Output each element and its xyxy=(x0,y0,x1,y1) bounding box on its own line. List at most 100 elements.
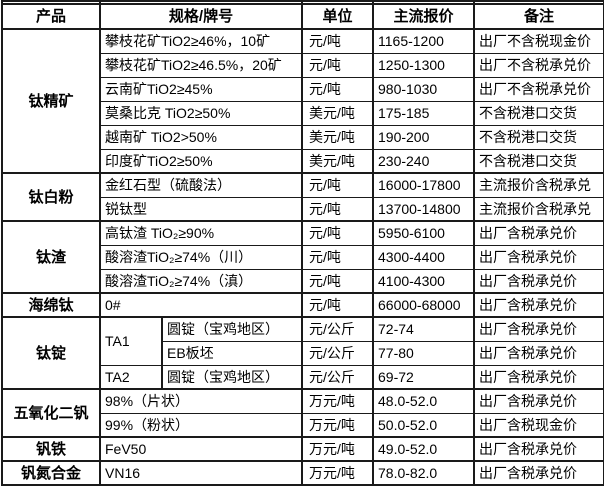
column-header-spec: 规格/牌号 xyxy=(99,3,303,30)
table-row: 钒氮合金 VN16 万元/吨 78.0-82.0 出厂含税承兑价 xyxy=(1,460,604,486)
unit-cell: 美元/吨 xyxy=(301,148,374,174)
note-cell: 出厂含税承兑价 xyxy=(473,436,604,462)
unit-cell: 美元/吨 xyxy=(301,100,374,126)
product-cell: 钒铁 xyxy=(1,436,101,462)
table-row: 越南矿 TiO2>50% 美元/吨 190-200 不含税港口交货 xyxy=(2,124,604,150)
note-cell: 主流报价含税承兑 xyxy=(473,196,604,222)
table-row: 云南矿TiO2≥45% 元/吨 980-1030 出厂不含税承兑价 xyxy=(2,76,604,102)
spec-cell: 酸溶渣TiO₂≥74%（川） xyxy=(99,244,303,270)
spec-cell: 圆锭（宝鸡地区） xyxy=(161,316,303,342)
spec-cell: 高钛渣 TiO₂≥90% xyxy=(99,220,303,246)
note-cell: 出厂含税现金价 xyxy=(473,412,604,438)
price-cell: 230-240 xyxy=(372,148,475,174)
spec-cell: 锐钛型 xyxy=(99,196,303,222)
product-cell: 海绵钛 xyxy=(1,292,101,318)
note-cell: 出厂含税承兑价 xyxy=(473,244,604,270)
spec-cell: EB板坯 xyxy=(161,340,303,366)
grade-cell: TA1 xyxy=(99,316,163,366)
unit-cell: 元/公斤 xyxy=(301,364,374,390)
table-row: 钛渣 高钛渣 TiO₂≥90% 元/吨 5950-6100 出厂含税承兑价 xyxy=(1,220,604,294)
price-cell: 16000-17800 xyxy=(372,172,475,198)
column-header-product: 产品 xyxy=(1,3,101,30)
column-header-price: 主流报价 xyxy=(372,3,475,30)
product-cell: 五氧化二钒 xyxy=(1,388,101,438)
product-cell: 钛锭 xyxy=(1,316,101,390)
table-row: 酸溶渣TiO₂≥74%（滇） 元/吨 4100-4300 出厂含税承兑价 xyxy=(2,268,604,294)
spec-cell: 莫桑比克 TiO2≥50% xyxy=(99,100,303,126)
product-cell: 钛渣 xyxy=(1,220,101,294)
note-cell: 出厂不含税承兑价 xyxy=(473,76,604,102)
price-cell: 1250-1300 xyxy=(372,52,475,78)
price-cell: 980-1030 xyxy=(372,76,475,102)
price-cell: 190-200 xyxy=(372,124,475,150)
column-header-note: 备注 xyxy=(473,3,604,30)
spec-cell: 印度矿TiO2≥50% xyxy=(99,148,303,174)
note-cell: 出厂不含税现金价 xyxy=(473,28,604,54)
note-cell: 出厂含税承兑价 xyxy=(473,220,604,246)
price-cell: 175-185 xyxy=(372,100,475,126)
unit-cell: 万元/吨 xyxy=(301,388,374,414)
spec-cell: 攀枝花矿TiO2≥46%，10矿 xyxy=(99,28,303,54)
unit-cell: 万元/吨 xyxy=(301,460,374,486)
note-cell: 出厂含税承兑价 xyxy=(473,364,604,390)
table-row: 钛锭 TA1 圆锭（宝鸡地区） 元/公斤 72-74 出厂含税承兑价 xyxy=(1,316,604,390)
unit-cell: 元/吨 xyxy=(301,268,374,294)
table-row: 海绵钛 0# 元/吨 66000-68000 出厂含税承兑价 xyxy=(1,292,604,318)
note-cell: 出厂含税承兑价 xyxy=(473,460,604,486)
unit-cell: 元/吨 xyxy=(301,244,374,270)
price-cell: 69-72 xyxy=(372,364,475,390)
spec-cell: 酸溶渣TiO₂≥74%（滇） xyxy=(99,268,303,294)
table-row: 钒铁 FeV50 万元/吨 49.0-52.0 出厂含税承兑价 xyxy=(1,436,604,462)
table-row: 五氧化二钒 98%（片状） 万元/吨 48.0-52.0 出厂含税承兑价 xyxy=(1,388,604,438)
price-cell: 66000-68000 xyxy=(372,292,475,318)
product-cell: 钛白粉 xyxy=(1,172,101,222)
price-cell: 5950-6100 xyxy=(372,220,475,246)
unit-cell: 元/吨 xyxy=(301,172,374,198)
note-cell: 主流报价含税承兑 xyxy=(473,172,604,198)
note-cell: 出厂含税承兑价 xyxy=(473,388,604,414)
unit-cell: 元/吨 xyxy=(301,76,374,102)
price-cell: 4100-4300 xyxy=(372,268,475,294)
product-cell: 钛精矿 xyxy=(1,28,101,174)
spec-cell: 99%（粉状） xyxy=(99,412,303,438)
note-cell: 不含税港口交货 xyxy=(473,124,604,150)
unit-cell: 美元/吨 xyxy=(301,124,374,150)
unit-cell: 元/吨 xyxy=(301,196,374,222)
price-cell: 49.0-52.0 xyxy=(372,436,475,462)
table-row: 锐钛型 元/吨 13700-14800 主流报价含税承兑 xyxy=(2,196,604,222)
header-row: 产品 规格/牌号 单位 主流报价 备注 xyxy=(1,3,604,30)
note-cell: 不含税港口交货 xyxy=(473,100,604,126)
unit-cell: 万元/吨 xyxy=(301,412,374,438)
table-row: 钛精矿 攀枝花矿TiO2≥46%，10矿 元/吨 1165-1200 出厂不含税现金价 xyxy=(1,28,604,174)
unit-cell: 元/公斤 xyxy=(301,340,374,366)
product-cell: 钒氮合金 xyxy=(1,460,101,486)
note-cell: 出厂含税承兑价 xyxy=(473,340,604,366)
unit-cell: 元/吨 xyxy=(301,292,374,318)
note-cell: 出厂不含税承兑价 xyxy=(473,52,604,78)
price-cell: 4300-4400 xyxy=(372,244,475,270)
spec-cell: 金红石型（硫酸法） xyxy=(99,172,303,198)
note-cell: 出厂含税承兑价 xyxy=(473,316,604,342)
unit-cell: 元/公斤 xyxy=(301,316,374,342)
table-body: 钛精矿 攀枝花矿TiO2≥46%，10矿 元/吨 1165-1200 出厂不含税现金价攀… xyxy=(1,28,604,486)
grade-cell: TA2 xyxy=(99,364,163,390)
price-cell: 77-80 xyxy=(372,340,475,366)
price-cell: 78.0-82.0 xyxy=(372,460,475,486)
price-cell: 72-74 xyxy=(372,316,475,342)
table-row: 99%（粉状） 万元/吨 50.0-52.0 出厂含税现金价 xyxy=(2,412,604,438)
unit-cell: 元/吨 xyxy=(301,28,374,54)
price-cell: 1165-1200 xyxy=(372,28,475,54)
spec-cell: 0# xyxy=(99,292,303,318)
spec-cell: 攀枝花矿TiO2≥46.5%，20矿 xyxy=(99,52,303,78)
note-cell: 出厂含税承兑价 xyxy=(473,268,604,294)
spec-cell: FeV50 xyxy=(99,436,303,462)
table-row: 钛白粉 金红石型（硫酸法） 元/吨 16000-17800 主流报价含税承兑 xyxy=(1,172,604,222)
unit-cell: 元/吨 xyxy=(301,220,374,246)
table-row: TA2 圆锭（宝鸡地区） 元/公斤 69-72 出厂含税承兑价 xyxy=(2,364,604,390)
table-row: 莫桑比克 TiO2≥50% 美元/吨 175-185 不含税港口交货 xyxy=(2,100,604,126)
unit-cell: 元/吨 xyxy=(301,52,374,78)
price-cell: 50.0-52.0 xyxy=(372,412,475,438)
unit-cell: 万元/吨 xyxy=(301,436,374,462)
table-head: 产品 规格/牌号 单位 主流报价 备注 xyxy=(1,0,604,30)
